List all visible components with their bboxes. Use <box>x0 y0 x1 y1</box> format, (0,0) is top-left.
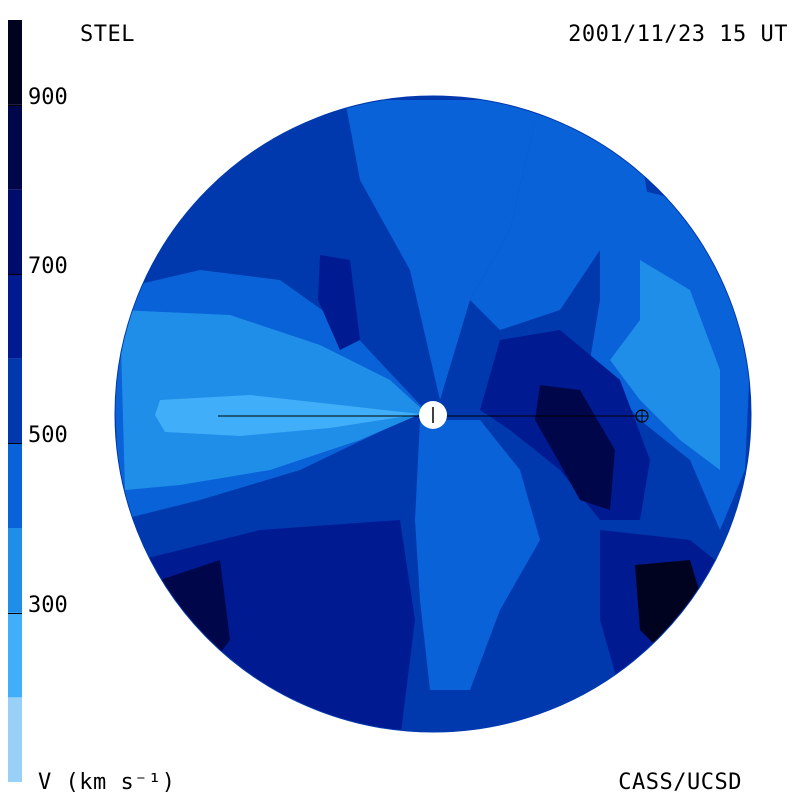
contour-right-inner <box>610 260 720 470</box>
colorbar-tick-label: 700 <box>28 254 68 279</box>
timestamp-label: 2001/11/23 15 UT <box>568 22 788 47</box>
colorbar-band <box>8 274 22 359</box>
colorbar-tick-label: 300 <box>28 592 68 618</box>
contour-top-light <box>345 100 540 400</box>
colorbar-unit-label: V (km s⁻¹) <box>38 770 176 795</box>
contour-mid-lower <box>415 420 540 690</box>
colorbar-band <box>8 104 22 190</box>
colorbar-tick <box>8 274 22 275</box>
velocity-colorbar <box>8 20 22 782</box>
colorbar-band <box>8 189 22 274</box>
colorbar-tick <box>8 443 22 445</box>
colorbar-band <box>8 358 22 444</box>
credit-label: CASS/UCSD <box>618 770 742 795</box>
instrument-label: STEL <box>80 22 135 47</box>
contour-top-right <box>470 100 650 330</box>
colorbar-band <box>8 443 22 528</box>
colorbar-band <box>8 612 22 698</box>
contour-lower-left-dark <box>140 520 415 732</box>
contour-lower-left-darkest <box>160 560 230 680</box>
map-outline <box>114 95 752 733</box>
colorbar-tick-label: 900 <box>28 84 68 110</box>
colorbar-band <box>8 528 22 613</box>
contour-top-left-dark <box>318 255 360 350</box>
colorbar-tick <box>8 104 22 106</box>
contour-lower-right-darkest <box>635 560 705 650</box>
earth-marker <box>635 409 649 423</box>
colorbar-tick-label: 500 <box>28 423 68 449</box>
colorbar-band <box>8 20 22 105</box>
colorbar-tick <box>8 612 22 614</box>
colorbar-band <box>8 697 22 782</box>
